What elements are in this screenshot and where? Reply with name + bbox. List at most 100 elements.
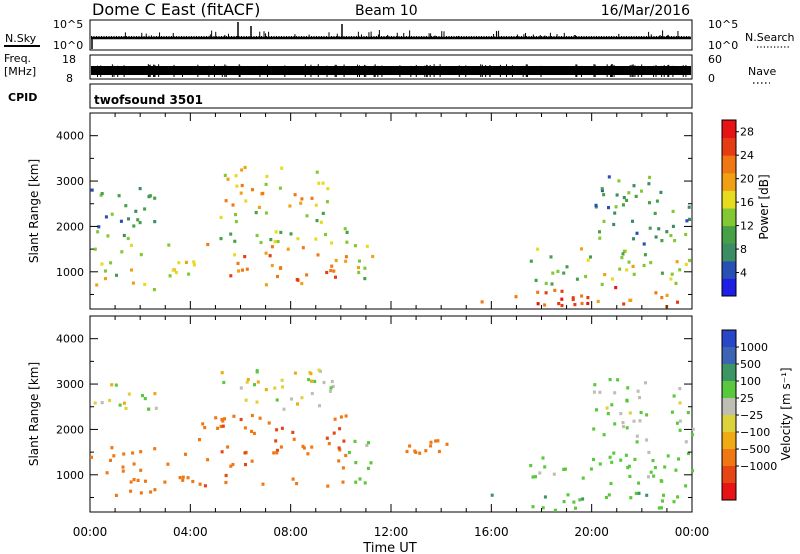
range-gate-cell <box>678 428 682 432</box>
range-gate-cell <box>550 282 554 286</box>
nsearch-tick-bottom: 10^0 <box>708 39 738 52</box>
range-gate-cell <box>324 232 328 237</box>
range-gate-cell <box>534 475 538 479</box>
range-gate-cell <box>147 407 151 411</box>
range-gate-cell <box>437 449 441 454</box>
range-gate-cell <box>184 452 188 456</box>
range-gate-cell <box>114 383 118 387</box>
range-gate-cell <box>329 386 333 390</box>
range-gate-cell <box>96 230 100 234</box>
range-gate-cell <box>153 392 157 396</box>
range-gate-cell <box>607 493 611 497</box>
range-gate-cell <box>553 288 557 292</box>
range-gate-cell <box>665 230 669 234</box>
range-gate-cell <box>93 247 97 251</box>
range-gate-cell <box>275 428 279 432</box>
range-gate-cell <box>645 493 649 497</box>
nsky-tick-top: 10^5 <box>53 18 83 31</box>
range-gate-cell <box>675 421 679 425</box>
range-gate-cell <box>120 250 124 254</box>
range-gate-cell <box>536 290 540 294</box>
range-gate-cell <box>629 496 633 500</box>
range-gate-cell <box>604 495 608 500</box>
range-gate-cell <box>649 470 653 474</box>
range-gate-cell <box>418 451 422 455</box>
y-tick-label: 1000 <box>56 266 84 279</box>
range-gate-cell <box>129 480 133 484</box>
range-gate-cell <box>660 479 664 483</box>
range-gate-cell <box>358 477 362 481</box>
range-gate-cell <box>608 455 612 459</box>
x-axis-label: Time UT <box>362 541 416 554</box>
range-gate-cell <box>100 192 104 196</box>
freq-jitter <box>97 64 687 77</box>
range-gate-cell <box>543 495 547 499</box>
range-gate-cell <box>239 191 243 195</box>
range-gate-cell <box>684 484 688 488</box>
range-gate-cell <box>562 500 566 504</box>
range-gate-cell <box>315 170 319 174</box>
range-gate-cell <box>275 448 279 452</box>
colorbar-tick-label: −1000 <box>740 460 777 473</box>
range-gate-cell <box>289 232 293 236</box>
range-gate-cell <box>662 493 666 497</box>
range-gate-cell <box>239 417 243 422</box>
range-gate-cell <box>203 426 207 430</box>
range-gate-cell <box>255 400 259 404</box>
range-gate-cell <box>665 293 669 297</box>
range-gate-cell <box>240 168 244 172</box>
colorbar-tick-label: −100 <box>740 426 770 439</box>
range-gate-cell <box>100 262 104 266</box>
range-gate-cell <box>594 203 598 207</box>
x-tick-label: 08:00 <box>273 525 308 539</box>
range-gate-cell <box>198 482 202 486</box>
range-gate-cell <box>132 478 136 482</box>
range-gate-cell <box>673 239 677 243</box>
range-gate-cell <box>661 499 665 503</box>
colorbar-swatch <box>722 225 736 244</box>
range-gate-cell <box>110 446 114 450</box>
range-gate-cell <box>627 191 631 195</box>
range-gate-cell <box>229 464 233 468</box>
range-gate-cell <box>672 394 676 398</box>
range-gate-cell <box>235 184 239 188</box>
range-gate-cell <box>631 264 635 268</box>
freq-label: Freq. <box>4 52 31 65</box>
range-gate-cell <box>648 201 652 205</box>
range-gate-cell <box>632 419 636 423</box>
range-gate-cell <box>603 273 607 277</box>
colorbar-swatch <box>722 155 736 174</box>
range-gate-cell <box>621 203 625 207</box>
range-gate-cell <box>589 467 593 471</box>
colorbar-tick-label: 100 <box>740 375 761 388</box>
range-gate-cell <box>166 462 170 466</box>
range-gate-cell <box>611 277 615 281</box>
range-gate-cell <box>177 261 181 265</box>
colorbar-swatch <box>722 398 736 416</box>
range-gate-cell <box>627 464 631 468</box>
range-gate-cell <box>322 380 326 385</box>
range-gate-cell <box>291 430 295 434</box>
range-gate-cell <box>688 217 692 221</box>
range-gate-cell <box>310 445 314 449</box>
range-gate-cell <box>366 466 370 470</box>
colorbar-tick-label: 24 <box>740 149 754 162</box>
range-gate-cell <box>300 396 304 400</box>
colorbar-swatch <box>722 260 736 279</box>
range-gate-cell <box>598 230 602 234</box>
range-gate-cell <box>171 268 175 272</box>
range-gate-cell <box>357 266 361 270</box>
range-gate-cell <box>580 294 584 298</box>
range-gate-cell <box>613 391 617 395</box>
range-gate-cell <box>243 255 247 259</box>
range-gate-cell <box>317 368 321 372</box>
range-gate-cell <box>246 378 250 382</box>
range-gate-cell <box>660 239 664 243</box>
range-gate-cell <box>358 259 362 263</box>
range-gate-cell <box>562 467 566 471</box>
range-gate-cell <box>593 383 597 387</box>
range-gate-cell <box>131 281 135 285</box>
range-gate-cell <box>480 300 484 304</box>
range-gate-cell <box>153 447 157 451</box>
